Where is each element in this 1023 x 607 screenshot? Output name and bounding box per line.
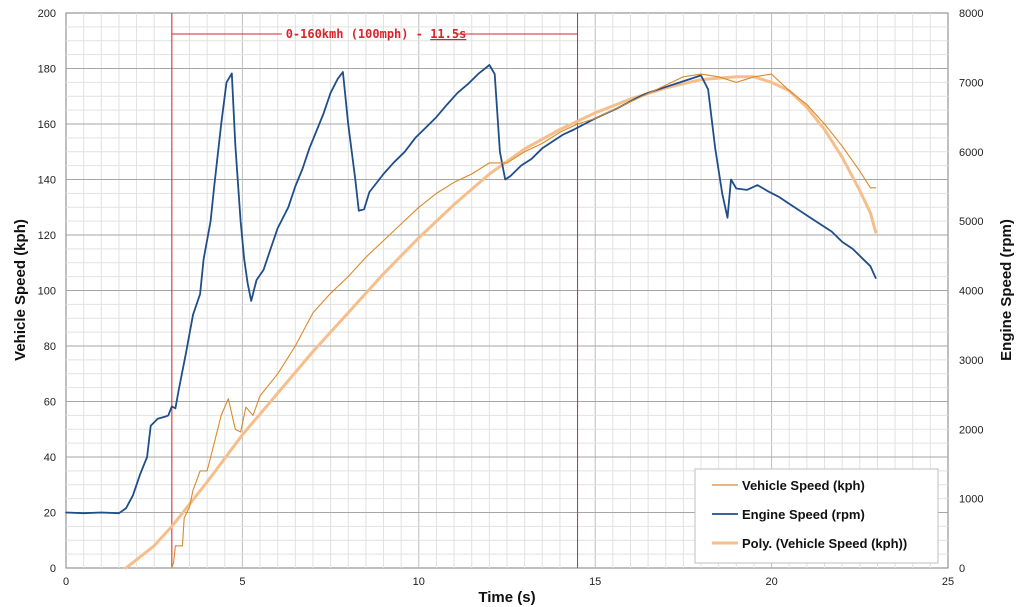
y-tick-label: 140	[38, 175, 56, 187]
y2-axis-ticks: 0 1000 2000 3000 4000 5000 6000 7000 8000	[959, 8, 983, 575]
series-poly-trend	[124, 75, 878, 570]
y-axis-ticks: 0 20 40 60 80 100 120 140 160 180 200	[38, 8, 56, 575]
y2-tick-label: 8000	[959, 8, 983, 20]
y2-tick-label: 6000	[959, 147, 983, 159]
x-tick-label: 15	[589, 576, 601, 588]
y-axis-title: Vehicle Speed (kph)	[12, 219, 29, 361]
legend-label-vehicle: Vehicle Speed (kph)	[742, 478, 865, 493]
y2-tick-label: 0	[959, 563, 965, 575]
y2-tick-label: 2000	[959, 424, 983, 436]
y-tick-label: 200	[38, 8, 56, 20]
series-lines	[65, 64, 878, 570]
x-tick-label: 20	[765, 576, 777, 588]
x-tick-label: 5	[239, 576, 245, 588]
y2-tick-label: 1000	[959, 494, 983, 506]
y2-tick-label: 4000	[959, 286, 983, 298]
y-tick-label: 180	[38, 64, 56, 76]
annotation-text: 0-160kmh (100mph) -	[286, 27, 431, 41]
legend-label-poly: Poly. (Vehicle Speed (kph))	[742, 536, 907, 551]
x-tick-label: 25	[942, 576, 954, 588]
annotation-value: 11.5s	[430, 27, 466, 41]
y-tick-label: 80	[44, 341, 56, 353]
legend: Vehicle Speed (kph) Engine Speed (rpm) P…	[694, 468, 939, 564]
y2-tick-label: 5000	[959, 216, 983, 228]
y-tick-label: 100	[38, 286, 56, 298]
x-axis-title: Time (s)	[478, 589, 535, 606]
y2-tick-label: 3000	[959, 355, 983, 367]
y-tick-label: 40	[44, 452, 56, 464]
time-markers	[171, 13, 579, 568]
y-tick-label: 60	[44, 397, 56, 409]
y-tick-label: 120	[38, 230, 56, 242]
y2-tick-label: 7000	[959, 77, 983, 89]
y-tick-label: 160	[38, 119, 56, 131]
series-vehicle-speed	[171, 73, 877, 569]
x-axis-ticks: 0 5 10 15 20 25	[63, 576, 954, 588]
x-tick-label: 10	[413, 576, 425, 588]
y-tick-label: 20	[44, 508, 56, 520]
x-tick-label: 0	[63, 576, 69, 588]
y2-axis-title: Engine Speed (rpm)	[998, 219, 1015, 361]
legend-label-engine: Engine Speed (rpm)	[742, 507, 865, 522]
series-engine-speed	[65, 64, 877, 515]
y-tick-label: 0	[50, 563, 56, 575]
annotation-label: 0-160kmh (100mph) - 11.5s	[286, 27, 467, 41]
